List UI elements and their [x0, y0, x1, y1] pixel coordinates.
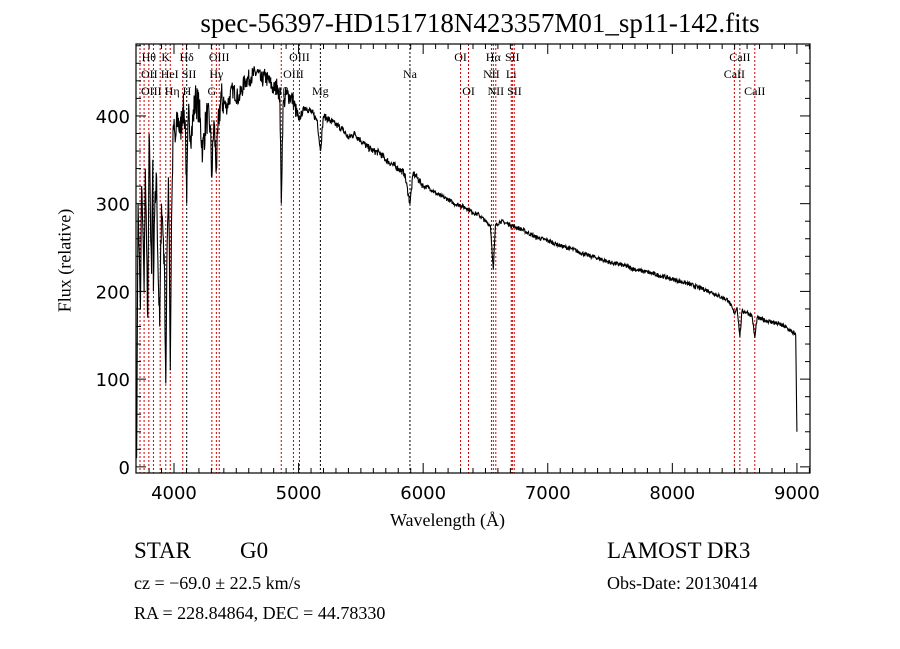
line-marker-label: CaII: [729, 50, 750, 64]
line-marker-label: Li: [506, 67, 517, 81]
line-marker-label: CaII: [724, 67, 745, 81]
line-marker-label: Hδ: [180, 50, 195, 64]
line-marker-label: NII: [488, 84, 505, 98]
chart-title: spec-56397-HD151718N423357M01_sp11-142.f…: [200, 8, 760, 38]
line-marker-label: SII: [505, 50, 520, 64]
x-tick-label: 6000: [400, 483, 446, 504]
x-tick-label: 5000: [276, 483, 322, 504]
spectrum-line: [136, 66, 798, 459]
line-marker-label: OIII: [289, 50, 310, 64]
line-marker-label: Na: [403, 67, 418, 81]
y-axis-label: Flux (relative): [54, 208, 75, 313]
line-marker-label: SII: [182, 67, 197, 81]
survey-name: LAMOST DR3: [607, 538, 751, 563]
redshift-text: cz = −69.0 ± 22.5 km/s: [134, 573, 301, 593]
line-marker-label: Hγ: [209, 67, 224, 81]
plot-frame: [135, 43, 811, 474]
line-marker-label: G: [208, 84, 217, 98]
y-tick-label: 100: [96, 370, 130, 391]
x-tick-label: 7000: [525, 483, 571, 504]
y-tick-label: 300: [96, 195, 130, 216]
line-marker-label: K: [161, 50, 170, 64]
x-tick-label: 8000: [649, 483, 695, 504]
line-marker-label: OI: [462, 84, 475, 98]
y-tick-label: 400: [96, 107, 130, 128]
line-marker-label: H: [183, 84, 192, 98]
line-marker-label: NII: [483, 67, 500, 81]
line-marker-label: Hη: [165, 84, 180, 98]
x-tick-label: 4000: [151, 483, 197, 504]
coordinates: RA = 228.84864, DEC = 44.78330: [134, 603, 386, 623]
x-axis-label: Wavelength (Å): [390, 510, 506, 530]
x-tick-label: 9000: [774, 483, 820, 504]
line-marker-label: Hθ: [142, 50, 157, 64]
line-marker-label: CaII: [744, 84, 765, 98]
line-marker-label: OII: [141, 67, 158, 81]
line-marker-label: OIII: [283, 67, 304, 81]
line-marker-label: Hα: [486, 50, 502, 64]
object-class: STAR: [134, 538, 191, 563]
y-tick-label: 200: [96, 282, 130, 303]
line-marker-label: OIII: [209, 50, 230, 64]
line-marker-label: OI: [454, 50, 467, 64]
subclass: G0: [240, 538, 269, 563]
line-marker-label: OIII: [141, 84, 162, 98]
line-marker-label: SII: [507, 84, 522, 98]
line-marker-label: HeI: [161, 67, 179, 81]
y-tick-label: 0: [119, 458, 130, 479]
line-marker-label: Mg: [312, 84, 329, 98]
obs-date: Obs-Date: 20130414: [607, 573, 758, 593]
